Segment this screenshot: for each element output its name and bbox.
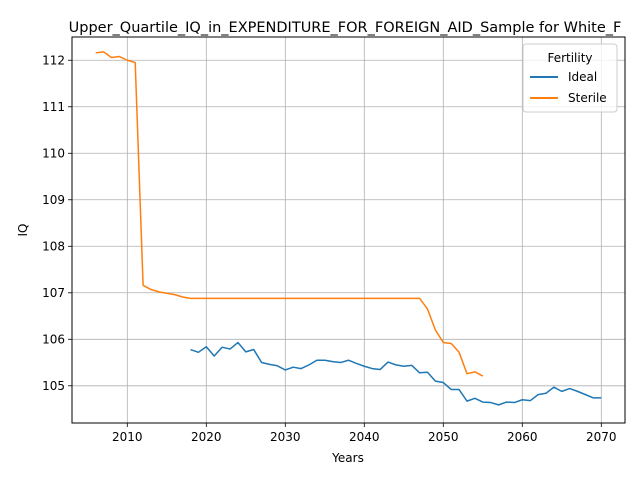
y-tick-label: 112 bbox=[42, 53, 65, 67]
x-tick-label: 2030 bbox=[270, 430, 301, 444]
y-tick-label: 110 bbox=[42, 146, 65, 160]
x-axis-ticks: 2010 2020 2030 2040 2050 2060 2070 bbox=[112, 423, 617, 444]
x-tick-label: 2070 bbox=[586, 430, 617, 444]
x-tick-label: 2050 bbox=[428, 430, 459, 444]
series-line-sterile bbox=[95, 51, 484, 377]
y-tick-label: 111 bbox=[42, 100, 65, 114]
chart-title: Upper_Quartile_IQ_in_EXPENDITURE_FOR_FOR… bbox=[69, 20, 622, 36]
y-tick-label: 108 bbox=[42, 239, 65, 253]
legend: Fertility Ideal Sterile bbox=[522, 43, 618, 113]
y-axis-title: IQ bbox=[16, 224, 30, 237]
y-tick-label: 107 bbox=[42, 286, 65, 300]
legend-title: Fertility bbox=[547, 51, 592, 65]
y-axis-ticks: 105 106 107 108 109 110 111 112 bbox=[42, 53, 72, 393]
x-tick-label: 2010 bbox=[112, 430, 143, 444]
plot-area-frame bbox=[71, 36, 626, 424]
y-tick-label: 106 bbox=[42, 332, 65, 346]
legend-label-sterile: Sterile bbox=[568, 91, 607, 105]
series-lines bbox=[95, 51, 602, 406]
y-tick-label: 105 bbox=[42, 379, 65, 393]
x-tick-label: 2060 bbox=[507, 430, 538, 444]
legend-box bbox=[522, 43, 618, 113]
legend-label-ideal: Ideal bbox=[568, 70, 597, 84]
x-tick-label: 2040 bbox=[349, 430, 380, 444]
series-line-ideal bbox=[190, 341, 602, 406]
y-tick-label: 109 bbox=[42, 193, 65, 207]
x-tick-label: 2020 bbox=[191, 430, 222, 444]
x-axis-title: Years bbox=[331, 451, 364, 465]
